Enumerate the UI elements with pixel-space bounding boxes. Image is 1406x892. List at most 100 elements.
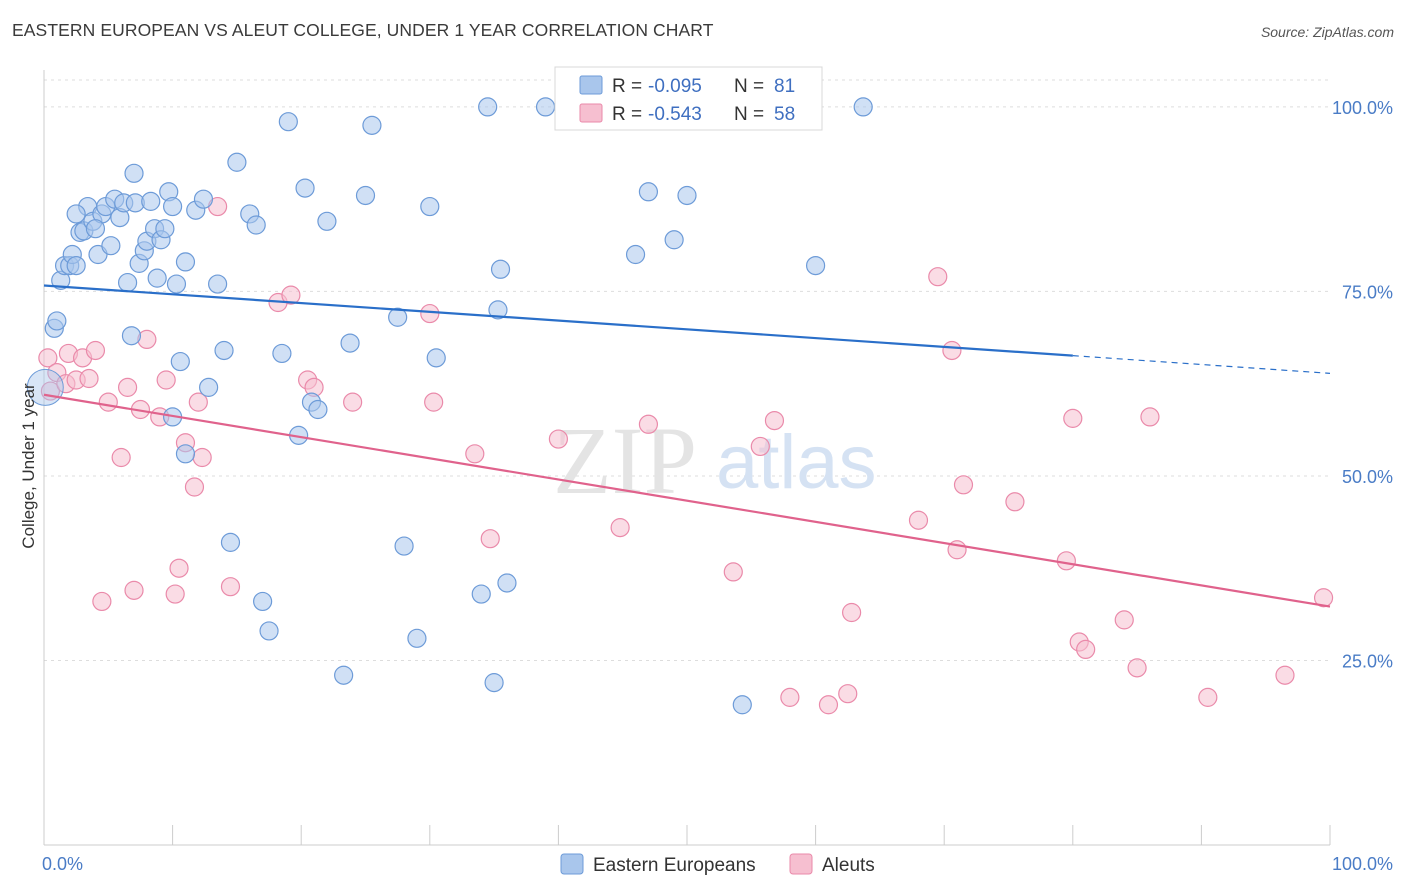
point-blue-44 — [259, 621, 279, 641]
source-label: Source: ZipAtlas.com — [1260, 24, 1394, 40]
point-blue-35 — [193, 189, 214, 209]
legend-n-label-blue: N = — [734, 76, 764, 97]
point-blue-66 — [497, 573, 517, 593]
point-blue-6 — [66, 255, 86, 276]
correlation-legend: R = -0.095 N = 81 R = -0.543 N = 58 — [554, 66, 823, 131]
point-pink-29 — [343, 392, 363, 412]
series-legend: Eastern Europeans Aleuts — [560, 853, 875, 876]
point-blue-45 — [272, 343, 292, 364]
legend-n-value-pink: 58 — [774, 104, 795, 125]
point-pink-35 — [638, 414, 659, 434]
point-blue-46 — [278, 112, 298, 132]
point-blue-69 — [625, 244, 646, 265]
point-pink-52 — [1076, 639, 1096, 660]
legend-swatch-pink — [579, 103, 603, 123]
point-pink-19 — [165, 584, 185, 604]
legend-n-label-pink: N = — [734, 104, 764, 125]
x-tick-labels: 0.0% 100.0% — [42, 854, 1393, 874]
legend-r-label-blue: R = — [612, 76, 642, 97]
point-pink-26 — [281, 285, 301, 305]
point-pink-21 — [184, 477, 205, 497]
trend-lines — [43, 284, 1331, 608]
point-pink-17 — [156, 370, 176, 390]
series-legend-swatch-eastern-europeans — [560, 853, 584, 875]
point-blue-49 — [308, 399, 328, 420]
point-blue-78 — [175, 444, 196, 464]
point-blue-31 — [166, 274, 187, 294]
point-blue-70 — [664, 230, 684, 250]
point-blue-26 — [147, 268, 167, 288]
point-pink-8 — [85, 340, 106, 361]
point-pink-18 — [169, 558, 189, 578]
trend-line-blue-extension — [1072, 355, 1331, 374]
trend-line-pink — [43, 393, 1331, 608]
point-blue-76 — [66, 204, 86, 224]
point-pink-45 — [942, 340, 962, 361]
series-legend-label-aleuts: Aleuts — [822, 855, 875, 876]
point-pink-12 — [117, 377, 138, 397]
axes — [43, 70, 1331, 846]
series-eastern-europeans-points — [26, 97, 873, 715]
point-blue-60 — [426, 348, 446, 368]
point-pink-43 — [908, 510, 929, 530]
point-blue-28 — [155, 219, 175, 239]
legend-n-value-blue: 81 — [774, 76, 795, 97]
point-pink-49 — [1056, 551, 1076, 571]
point-pink-24 — [220, 577, 241, 597]
point-pink-54 — [1127, 658, 1147, 678]
chart-title: EASTERN EUROPEAN VS ALEUT COLLEGE, UNDER… — [12, 20, 714, 40]
point-pink-34 — [610, 518, 630, 538]
point-pink-58 — [1313, 588, 1334, 608]
point-blue-68 — [638, 182, 659, 202]
watermark: ZIP atlas — [553, 407, 877, 514]
point-blue-74 — [853, 97, 873, 117]
legend-r-value-blue: -0.095 — [648, 76, 702, 97]
series-legend-swatch-aleuts — [789, 853, 813, 875]
point-pink-37 — [750, 436, 770, 457]
point-pink-30 — [420, 303, 440, 324]
point-pink-32 — [465, 444, 485, 464]
legend-r-label-pink: R = — [612, 104, 642, 125]
trend-line-blue — [43, 284, 1073, 357]
point-pink-0 — [38, 348, 58, 368]
point-pink-48 — [1005, 492, 1025, 512]
point-pink-31 — [424, 392, 444, 412]
y-tick-label-3: 100.0% — [1332, 98, 1393, 118]
point-blue-38 — [214, 340, 234, 361]
point-blue-64 — [488, 300, 508, 320]
watermark-zip: ZIP — [553, 407, 697, 514]
series-legend-label-eastern-europeans: Eastern Europeans — [593, 855, 756, 876]
gridlines — [44, 79, 1330, 661]
point-pink-13 — [124, 580, 144, 600]
point-blue-43 — [253, 591, 273, 612]
watermark-atlas: atlas — [716, 420, 877, 505]
point-pink-57 — [1275, 665, 1295, 685]
point-pink-33 — [480, 529, 500, 549]
point-blue-72 — [732, 695, 752, 715]
point-blue-37 — [208, 274, 228, 294]
y-tick-label-1: 50.0% — [1342, 467, 1393, 487]
point-pink-11 — [111, 447, 131, 468]
point-blue-56 — [388, 307, 408, 327]
point-pink-22 — [192, 447, 212, 468]
point-pink-40 — [818, 695, 839, 715]
point-blue-67 — [535, 97, 556, 117]
point-blue-62 — [471, 584, 491, 604]
point-blue-61 — [478, 97, 498, 117]
point-blue-40 — [227, 152, 247, 172]
point-blue-14 — [101, 236, 121, 256]
point-blue-55 — [362, 115, 382, 135]
y-tick-label-2: 75.0% — [1342, 282, 1393, 302]
point-pink-36 — [723, 562, 743, 582]
point-blue-54 — [355, 185, 376, 206]
point-blue-51 — [317, 211, 337, 231]
point-pink-55 — [1140, 407, 1160, 427]
point-blue-18 — [117, 272, 138, 293]
point-blue-63 — [484, 673, 504, 693]
point-blue-80 — [85, 219, 106, 239]
point-blue-53 — [340, 333, 360, 353]
point-blue-77 — [124, 163, 144, 183]
legend-swatch-blue — [579, 75, 603, 95]
point-blue-73 — [805, 255, 826, 276]
